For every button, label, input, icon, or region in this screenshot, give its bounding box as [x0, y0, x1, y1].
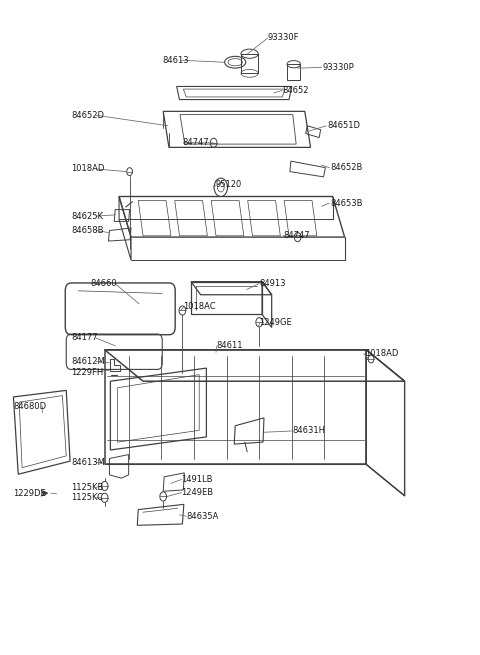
Text: 84613: 84613	[162, 56, 189, 65]
Text: 84611: 84611	[216, 341, 242, 350]
Text: 1249EB: 1249EB	[181, 488, 214, 497]
Text: 84652: 84652	[282, 86, 309, 95]
Text: 1125KB: 1125KB	[71, 483, 103, 492]
Text: 84653B: 84653B	[330, 198, 363, 208]
Text: 84660: 84660	[90, 279, 117, 288]
Text: 84612M: 84612M	[71, 357, 105, 366]
Text: 84625K: 84625K	[71, 212, 103, 221]
Text: 1125KC: 1125KC	[71, 493, 103, 502]
Text: 84652B: 84652B	[330, 163, 362, 172]
Text: 1018AD: 1018AD	[365, 349, 398, 358]
Text: 84613M: 84613M	[71, 458, 105, 467]
Text: 84747: 84747	[283, 231, 310, 240]
Text: 1249GE: 1249GE	[259, 318, 292, 327]
Text: 84658B: 84658B	[71, 226, 104, 235]
Text: 1229FH: 1229FH	[71, 367, 103, 377]
Text: 1229DE: 1229DE	[13, 489, 46, 498]
Text: 84652D: 84652D	[71, 111, 104, 120]
Text: 84635A: 84635A	[186, 512, 218, 521]
Text: 84747: 84747	[182, 138, 209, 147]
Text: 93330F: 93330F	[268, 33, 300, 43]
Text: 84913: 84913	[259, 279, 286, 288]
Text: 95120: 95120	[216, 180, 242, 189]
Text: 93330P: 93330P	[323, 63, 354, 72]
Text: 1491LB: 1491LB	[181, 475, 213, 484]
Text: 1018AD: 1018AD	[71, 164, 105, 174]
Text: 84680D: 84680D	[13, 402, 47, 411]
Polygon shape	[43, 491, 47, 495]
Text: 84651D: 84651D	[327, 121, 360, 130]
Text: 1018AC: 1018AC	[183, 302, 216, 311]
Text: 84631H: 84631H	[293, 426, 326, 436]
Text: 84177: 84177	[71, 333, 97, 343]
